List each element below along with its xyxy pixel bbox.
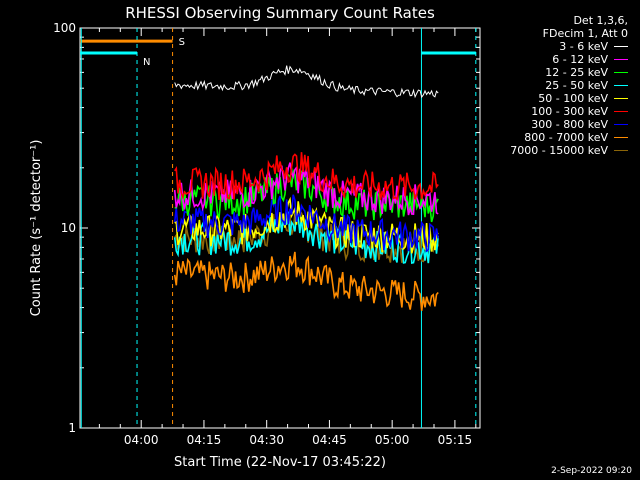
y-axis-label: Count Rate (s⁻¹ detector⁻¹): [29, 140, 44, 317]
legend-item: 25 - 50 keV: [510, 79, 628, 92]
legend-item-label: 50 - 100 keV: [538, 92, 608, 105]
legend-item-label: 7000 - 15000 keV: [510, 144, 608, 157]
legend-swatch: [614, 111, 628, 112]
legend-item-label: 12 - 25 keV: [545, 66, 608, 79]
legend-item: 7000 - 15000 keV: [510, 144, 628, 157]
footer-date: 2-Sep-2022 09:20: [551, 466, 632, 476]
legend-item: 100 - 300 keV: [510, 105, 628, 118]
legend-item: 12 - 25 keV: [510, 66, 628, 79]
saa-label: S: [179, 37, 185, 48]
legend-item-label: 3 - 6 keV: [559, 40, 608, 53]
legend-item-label: 100 - 300 keV: [531, 105, 608, 118]
y-tick-label: 100: [53, 21, 76, 35]
series-line: [174, 196, 439, 254]
legend-header-line-2: FDecim 1, Att 0: [542, 27, 628, 40]
legend-header-line-1: Det 1,3,6,: [573, 14, 628, 27]
y-tick-label: 1: [68, 421, 76, 435]
x-axis-label: Start Time (22-Nov-17 03:45:22): [174, 455, 386, 470]
x-tick-label: 05:15: [438, 433, 473, 447]
legend-item-label: 800 - 7000 keV: [524, 131, 608, 144]
legend-item: 300 - 800 keV: [510, 118, 628, 131]
legend-item: 3 - 6 keV: [510, 40, 628, 53]
legend-item-label: 300 - 800 keV: [531, 118, 608, 131]
series-line: [173, 251, 439, 311]
legend-item-label: 6 - 12 keV: [552, 53, 608, 66]
series-line: [173, 194, 439, 253]
x-tick-label: 04:00: [124, 433, 159, 447]
legend-swatch: [614, 98, 628, 99]
legend-swatch: [614, 137, 628, 138]
x-tick-label: 04:30: [249, 433, 284, 447]
legend: Det 1,3,6, FDecim 1, Att 0 3 - 6 keV 6 - …: [510, 14, 628, 157]
series-line: [174, 152, 439, 201]
x-tick-label: 04:15: [187, 433, 222, 447]
night-label: N: [143, 57, 150, 68]
legend-swatch: [614, 46, 628, 47]
legend-item-label: 25 - 50 keV: [545, 79, 608, 92]
y-tick-label: 10: [61, 221, 76, 235]
legend-swatch: [614, 72, 628, 73]
x-tick-label: 04:45: [312, 433, 347, 447]
legend-swatch: [614, 124, 628, 125]
series-group: [173, 65, 439, 311]
legend-swatch: [614, 150, 628, 151]
chart-title: RHESSI Observing Summary Count Rates: [125, 4, 435, 22]
series-line: [174, 65, 439, 99]
legend-swatch: [614, 85, 628, 86]
plot-frame: [79, 27, 481, 429]
legend-item: 800 - 7000 keV: [510, 131, 628, 144]
legend-item: 6 - 12 keV: [510, 53, 628, 66]
legend-items: 3 - 6 keV 6 - 12 keV 12 - 25 keV 25 - 50 ke…: [510, 40, 628, 157]
legend-swatch: [614, 59, 628, 60]
legend-item: 50 - 100 keV: [510, 92, 628, 105]
x-tick-label: 05:00: [375, 433, 410, 447]
